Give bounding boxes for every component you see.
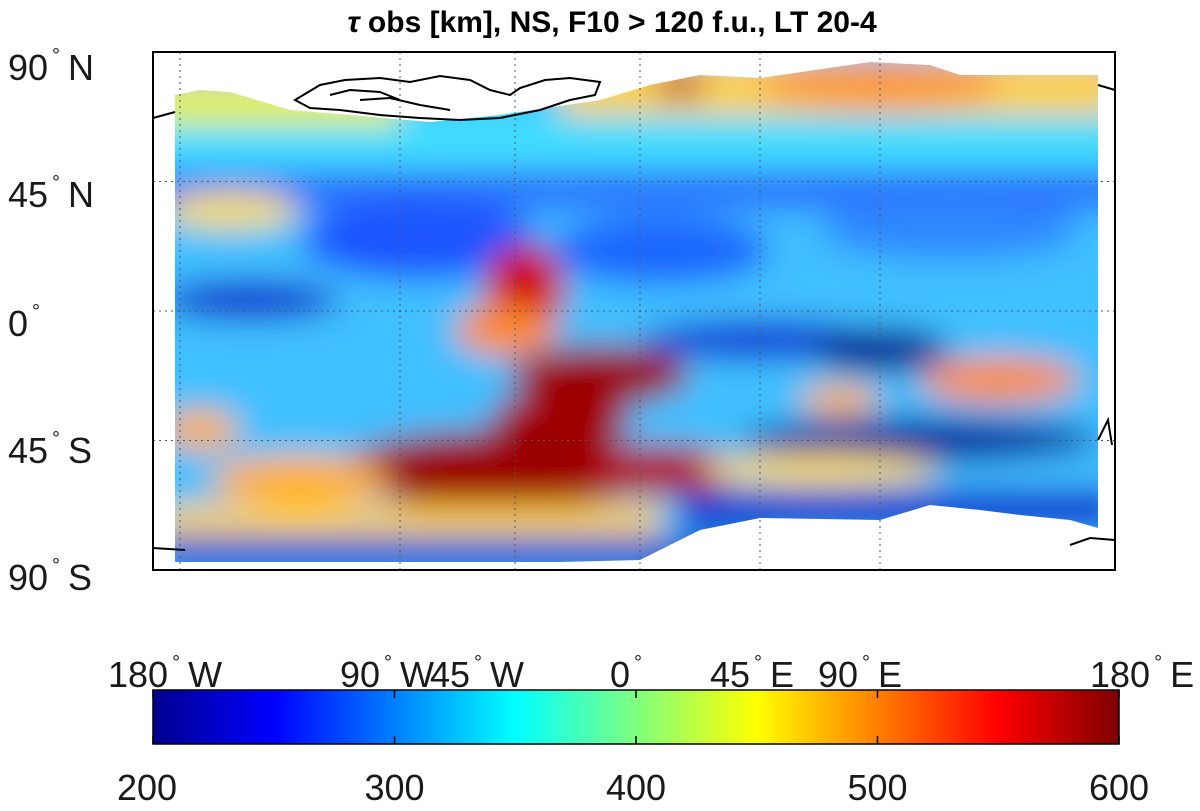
longitude-tick-label: 0 ° bbox=[610, 652, 642, 695]
latitude-tick-labels: 90 ° N 45 ° N 0 ° 45 ° S 90 ° S bbox=[8, 45, 94, 598]
latitude-tick-label: 0 ° bbox=[8, 301, 40, 344]
map-frame bbox=[152, 51, 1116, 571]
latitude-tick-label: 90 ° S bbox=[8, 555, 92, 598]
longitude-tick-label: 180 ° E bbox=[1090, 652, 1194, 695]
longitude-tick-label: 45 ° E bbox=[710, 652, 794, 695]
colorbar-ticks: 200 300 400 500 600 bbox=[117, 690, 1149, 808]
colorbar-tick-label: 200 bbox=[117, 767, 177, 808]
title-tau-symbol: τ bbox=[347, 6, 361, 39]
title-text: obs [km], NS, F10 > 120 f.u., LT 20-4 bbox=[360, 6, 877, 39]
longitude-tick-label: 180 ° W bbox=[108, 652, 222, 695]
latitude-tick-label: 90 ° N bbox=[8, 45, 94, 88]
longitude-tick-label: 90 ° W bbox=[340, 652, 434, 695]
colorbar bbox=[152, 689, 1120, 745]
latitude-tick-label: 45 ° N bbox=[8, 172, 94, 215]
gridlines bbox=[153, 52, 1115, 570]
map-title: τ obs [km], NS, F10 > 120 f.u., LT 20-4 bbox=[347, 6, 877, 39]
colorbar-tick-label: 600 bbox=[1089, 767, 1149, 808]
coastlines bbox=[152, 74, 1116, 551]
colorbar-tick-label: 300 bbox=[364, 767, 424, 808]
colorbar-tick-label: 500 bbox=[847, 767, 907, 808]
colorbar-tick-label: 400 bbox=[606, 767, 666, 808]
longitude-tick-labels: 180 ° W 90 ° W45 ° W 0 ° 45 ° E 90 ° E 180 ° E bbox=[108, 652, 1194, 695]
latitude-tick-label: 45 ° S bbox=[8, 428, 92, 471]
longitude-tick-label: 45 ° W bbox=[430, 652, 524, 695]
longitude-tick-label: 90 ° E bbox=[818, 652, 902, 695]
